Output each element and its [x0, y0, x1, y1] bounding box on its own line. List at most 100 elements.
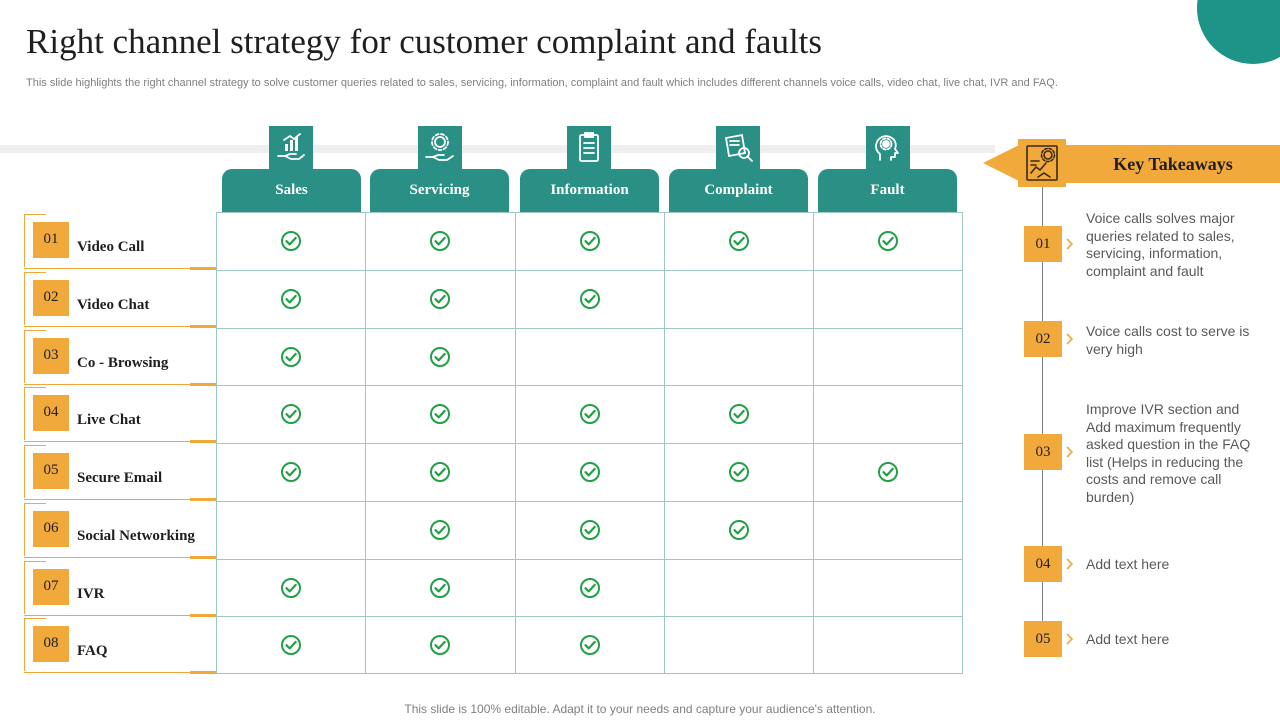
channel-number: 02: [33, 279, 69, 316]
header-band: [0, 145, 995, 153]
grid-row-divider: [216, 558, 963, 560]
label-border: [24, 499, 190, 500]
takeaway-number: 05: [1024, 621, 1062, 657]
label-border: [24, 556, 190, 558]
column-header-complaint: Complaint: [669, 169, 808, 212]
takeaway-number: 02: [1024, 321, 1062, 357]
label-accent: [190, 671, 216, 675]
check-icon: [280, 577, 301, 598]
takeaways-title: Key Takeaways: [1113, 154, 1233, 174]
label-border: [24, 618, 25, 672]
check-icon: [579, 462, 600, 482]
column-header-servicing: Servicing: [370, 169, 509, 212]
check-icon: [280, 346, 301, 367]
channel-number: 08: [33, 626, 69, 663]
chevron-right-icon: [1066, 633, 1074, 645]
check-icon: [280, 288, 301, 309]
takeaway-text: Add text here: [1086, 631, 1170, 647]
label-border: [24, 214, 25, 267]
check-icon: [430, 635, 450, 656]
label-border: [24, 387, 25, 441]
takeaway-number: 01: [1024, 226, 1062, 262]
column-header-information: Information: [520, 169, 659, 212]
label-border: [24, 445, 25, 498]
channel-row-label: 01 Video Call: [24, 214, 216, 270]
grid-row-divider: [216, 327, 963, 329]
check-icon: [579, 577, 600, 598]
check-icon: [728, 231, 749, 251]
label-accent: [190, 440, 216, 444]
corner-decoration: [1197, 0, 1280, 64]
grid-row-divider: [216, 616, 963, 618]
takeaway-number: 04: [1024, 546, 1062, 582]
label-border: [24, 441, 190, 443]
check-icon: [579, 404, 600, 425]
label-border: [24, 502, 25, 556]
channel-number: 05: [33, 453, 69, 489]
check-icon: [728, 404, 749, 425]
check-icon: [579, 635, 600, 656]
label-border: [24, 271, 25, 325]
check-icon: [430, 519, 450, 540]
channel-name: Secure Email: [77, 470, 163, 486]
channel-name: Co - Browsing: [77, 354, 169, 371]
takeaways-timeline: [1042, 187, 1043, 657]
grid-row-divider: [216, 385, 963, 387]
check-icon: [579, 231, 600, 251]
label-border: [24, 560, 25, 614]
channel-name: Social Networking: [77, 527, 195, 544]
check-icon: [579, 519, 600, 540]
label-border: [24, 329, 25, 383]
check-icon: [430, 404, 450, 425]
channel-name: Video Call: [77, 239, 145, 255]
label-accent: [190, 498, 216, 501]
check-icon: [430, 462, 450, 482]
label-border: [24, 271, 46, 273]
chevron-right-icon: [1066, 333, 1074, 345]
takeaways-arrow: [983, 145, 1019, 181]
takeaway-text: Voice calls solves major queries related…: [1086, 210, 1235, 279]
check-icon: [579, 288, 600, 309]
column-header-fault: Fault: [818, 169, 957, 212]
takeaway-text: Improve IVR section and Add maximum freq…: [1086, 401, 1251, 505]
clipboard-icon: [567, 126, 611, 170]
channel-number: 06: [33, 510, 69, 547]
label-border: [24, 325, 190, 327]
takeaway-number: 03: [1024, 434, 1062, 470]
grid-row-divider: [216, 500, 963, 502]
label-border: [24, 387, 46, 389]
takeaway-text: Voice calls cost to serve is very high: [1086, 323, 1250, 357]
channel-number: 03: [33, 337, 69, 374]
channel-row-label: 06 Social Networking: [24, 502, 216, 559]
label-border: [24, 502, 46, 504]
label-accent: [190, 382, 216, 386]
check-icon: [877, 462, 898, 482]
label-border: [24, 445, 46, 446]
channel-number: 07: [33, 568, 69, 605]
grid-row-divider: [216, 443, 963, 444]
channel-number: 04: [33, 395, 69, 432]
head-gear-icon: [866, 126, 910, 170]
footer-note: This slide is 100% editable. Adapt it to…: [404, 702, 876, 716]
check-icon: [728, 519, 749, 540]
grid-row-divider: [216, 269, 963, 271]
chevron-right-icon: [1066, 446, 1074, 458]
chevron-right-icon: [1066, 238, 1074, 250]
label-accent: [190, 613, 216, 617]
label-border: [24, 383, 190, 385]
check-icon: [430, 231, 450, 251]
analysis-board-icon: [1018, 139, 1066, 187]
label-border: [24, 268, 190, 269]
label-border: [24, 672, 190, 674]
channel-row-label: 02 Video Chat: [24, 271, 216, 328]
channel-number: 01: [33, 222, 69, 258]
label-accent: [190, 555, 216, 559]
label-border: [24, 614, 190, 616]
chevron-right-icon: [1066, 558, 1074, 570]
label-accent: [190, 267, 216, 270]
channel-name: IVR: [77, 585, 105, 602]
check-icon: [877, 231, 898, 251]
channel-row-label: 08 FAQ: [24, 618, 216, 675]
check-icon: [430, 346, 450, 367]
channel-row-label: 04 Live Chat: [24, 387, 216, 444]
